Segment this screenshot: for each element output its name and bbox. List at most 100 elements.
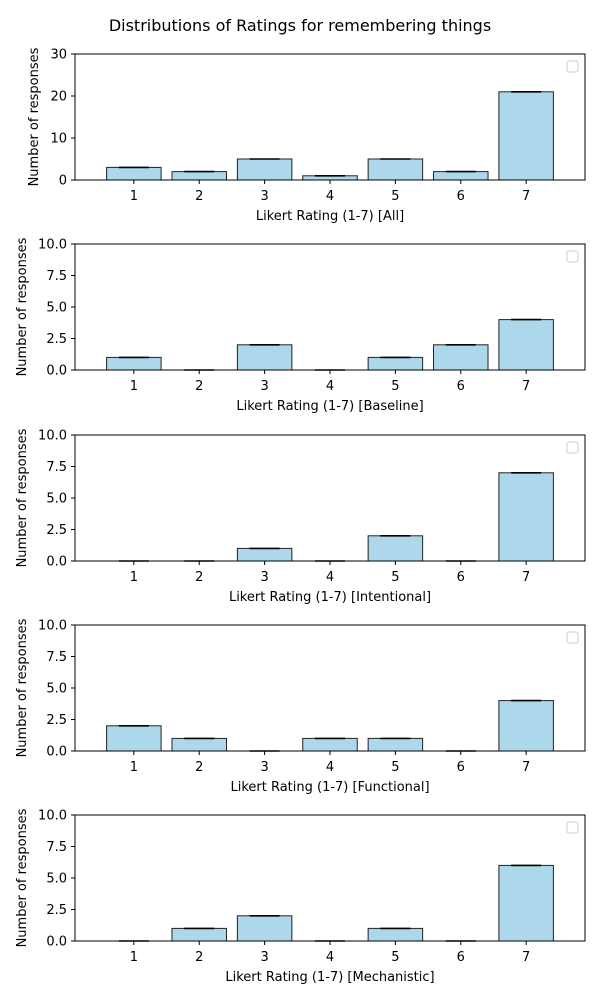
x-tick-label: 5 (391, 379, 399, 394)
x-tick-label: 5 (391, 189, 399, 204)
chart-panel-3: 1 2 3 4 5 6 7 0.0 2.5 5.0 7.5 10.0 Likert Rating (1-… (15, 428, 586, 605)
bar (433, 344, 489, 371)
x-axis-label: Likert Rating (1-7) [Functional] (230, 780, 429, 795)
y-tick-label: 0.0 (46, 364, 67, 379)
x-tick-label: 1 (130, 189, 138, 204)
x-tick-label: 6 (457, 570, 465, 585)
x-tick-label: 3 (260, 189, 268, 204)
x-tick-label: 7 (522, 189, 530, 204)
y-tick-label: 10.0 (38, 619, 67, 634)
x-tick-label: 6 (457, 760, 465, 775)
y-tick-label: 10.0 (38, 238, 67, 253)
y-tick-label: 5.0 (46, 301, 67, 316)
y-tick-label: 20 (50, 90, 67, 105)
bar (498, 864, 554, 942)
bar (171, 737, 227, 752)
x-axis-label: Likert Rating (1-7) [Baseline] (236, 399, 423, 414)
x-tick-label: 5 (391, 950, 399, 965)
legend-box (566, 250, 579, 263)
x-tick-label: 2 (195, 570, 203, 585)
bar (106, 166, 162, 181)
bar (236, 344, 293, 371)
y-tick-label: 10.0 (38, 429, 67, 444)
x-tick-label: 1 (130, 760, 138, 775)
y-axis-label: Number of responses (15, 808, 30, 947)
y-tick-label: 5.0 (46, 492, 67, 507)
chart-panel-4: 1 2 3 4 5 6 7 0.0 2.5 5.0 7.5 10.0 Likert Rating (1-… (15, 618, 586, 795)
x-tick-label: 7 (522, 950, 530, 965)
x-tick-label: 4 (326, 379, 334, 394)
x-tick-label: 4 (326, 760, 334, 775)
x-tick-label: 3 (260, 950, 268, 965)
x-tick-label: 2 (195, 379, 203, 394)
x-tick-label: 2 (195, 189, 203, 204)
x-tick-label: 2 (195, 760, 203, 775)
figure-title: Distributions of Ratings for remembering… (108, 16, 492, 35)
x-axis-label: Likert Rating (1-7) [All] (256, 209, 404, 224)
x-tick-label: 1 (130, 379, 138, 394)
legend-box (566, 441, 579, 454)
legend-box (566, 631, 579, 644)
y-tick-label: 5.0 (46, 682, 67, 697)
y-tick-label: 0.0 (46, 745, 67, 760)
chart-panel-2: 1 2 3 4 5 6 7 0.0 2.5 5.0 7.5 10.0 Likert Rating (1-… (15, 237, 586, 414)
x-tick-label: 3 (260, 379, 268, 394)
bar (236, 158, 293, 181)
x-axis-label: Likert Rating (1-7) [Mechanistic] (225, 970, 434, 985)
y-tick-label: 30 (50, 48, 67, 63)
y-tick-label: 2.5 (46, 523, 67, 538)
y-axis-label: Number of responses (27, 47, 42, 186)
legend-box (566, 821, 579, 834)
legend-box (566, 60, 579, 73)
y-tick-label: 7.5 (46, 650, 67, 665)
bar (367, 535, 424, 562)
y-tick-label: 10 (50, 132, 67, 147)
x-axis-label: Likert Rating (1-7) [Intentional] (229, 590, 431, 605)
x-tick-label: 4 (326, 950, 334, 965)
bar (498, 700, 554, 752)
x-tick-label: 7 (522, 379, 530, 394)
bar (171, 927, 227, 942)
x-tick-label: 6 (457, 189, 465, 204)
x-tick-label: 7 (522, 570, 530, 585)
y-tick-label: 0 (59, 174, 67, 189)
bar (367, 158, 424, 181)
y-tick-label: 2.5 (46, 903, 67, 918)
bar (106, 725, 162, 752)
x-tick-label: 5 (391, 570, 399, 585)
bar (433, 171, 489, 181)
x-tick-label: 5 (391, 760, 399, 775)
x-tick-label: 3 (260, 760, 268, 775)
chart-panel-1: 1 2 3 4 5 6 7 0 10 20 30 Likert Rating (1-7) [All] N… (27, 47, 586, 224)
x-tick-label: 6 (457, 379, 465, 394)
y-tick-label: 5.0 (46, 872, 67, 887)
x-tick-label: 4 (326, 570, 334, 585)
x-tick-label: 2 (195, 950, 203, 965)
y-tick-label: 2.5 (46, 332, 67, 347)
y-axis-label: Number of responses (15, 618, 30, 757)
bar (106, 356, 162, 371)
y-axis-label: Number of responses (15, 237, 30, 376)
bar (236, 547, 293, 562)
y-tick-label: 2.5 (46, 713, 67, 728)
y-tick-label: 7.5 (46, 460, 67, 475)
bar (367, 356, 424, 371)
chart-panel-5: 1 2 3 4 5 6 7 0.0 2.5 5.0 7.5 10.0 Likert Rating (1-… (15, 808, 586, 985)
y-tick-label: 7.5 (46, 840, 67, 855)
bar (302, 737, 358, 752)
y-tick-label: 0.0 (46, 935, 67, 950)
x-tick-label: 1 (130, 950, 138, 965)
x-tick-label: 3 (260, 570, 268, 585)
bar (498, 91, 554, 181)
y-tick-label: 7.5 (46, 269, 67, 284)
y-tick-label: 0.0 (46, 555, 67, 570)
bar (367, 737, 424, 752)
x-tick-label: 7 (522, 760, 530, 775)
bar (171, 171, 227, 181)
x-tick-label: 6 (457, 950, 465, 965)
bar (498, 472, 554, 562)
x-tick-label: 4 (326, 189, 334, 204)
bar (236, 915, 293, 942)
